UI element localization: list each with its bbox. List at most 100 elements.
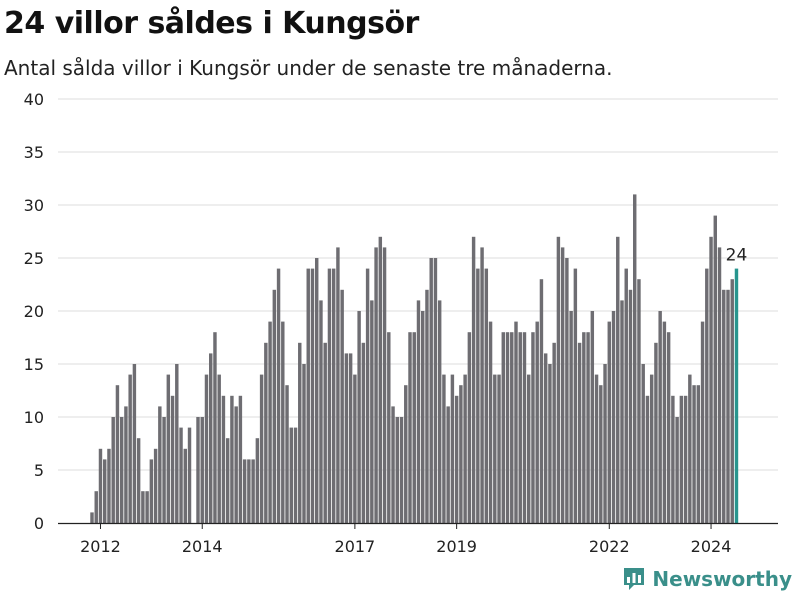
y-tick-label: 25 xyxy=(24,249,44,268)
bar xyxy=(671,395,675,523)
bar xyxy=(658,311,662,523)
bar xyxy=(425,289,429,523)
bar xyxy=(302,364,306,523)
bar xyxy=(645,395,650,523)
bar xyxy=(599,385,603,523)
bar xyxy=(505,332,510,523)
chart-title: 24 villor såldes i Kungsör xyxy=(4,6,419,41)
bar xyxy=(158,406,162,523)
bar xyxy=(543,353,548,523)
bar xyxy=(111,417,115,523)
bar xyxy=(705,268,709,523)
bar xyxy=(713,215,717,523)
bar xyxy=(467,332,472,523)
y-tick-label: 0 xyxy=(34,514,44,533)
bar xyxy=(611,311,616,523)
bar xyxy=(175,364,179,523)
bar xyxy=(264,342,268,523)
bar xyxy=(217,374,221,523)
bar xyxy=(238,395,243,523)
bar xyxy=(429,258,433,523)
bar xyxy=(569,311,573,523)
bar xyxy=(628,289,633,523)
bar xyxy=(149,459,154,523)
bar xyxy=(437,300,442,523)
x-tick-label: 2017 xyxy=(335,537,376,556)
bar xyxy=(493,374,497,523)
bar xyxy=(153,448,158,523)
bar xyxy=(454,395,459,523)
bar xyxy=(531,332,535,523)
bar xyxy=(370,300,374,523)
bar xyxy=(641,364,645,523)
bar xyxy=(306,268,310,523)
bar xyxy=(497,374,501,523)
bar xyxy=(251,459,255,523)
bar xyxy=(145,491,149,523)
bar xyxy=(548,364,552,523)
bar xyxy=(331,268,336,523)
bar xyxy=(463,374,467,523)
x-tick-label: 2012 xyxy=(80,537,121,556)
bar xyxy=(471,236,476,524)
bar xyxy=(484,268,489,523)
bar xyxy=(620,300,624,523)
bar xyxy=(293,427,298,523)
bar xyxy=(353,374,357,523)
bar xyxy=(98,448,103,523)
newsworthy-logo-icon xyxy=(624,568,645,590)
bar xyxy=(607,321,611,523)
bar xyxy=(654,342,658,523)
bar xyxy=(221,395,226,523)
bar xyxy=(442,374,446,523)
newsworthy-logo-text: Newsworthy xyxy=(652,567,792,591)
bar xyxy=(675,417,679,523)
bar xyxy=(242,459,247,523)
bar xyxy=(225,438,230,523)
bar xyxy=(730,279,734,523)
bar xyxy=(433,258,438,523)
bar xyxy=(276,268,281,523)
bar xyxy=(124,406,128,523)
bar xyxy=(696,385,701,523)
bar xyxy=(480,247,484,523)
bar xyxy=(586,332,590,523)
bar xyxy=(170,395,175,523)
bar xyxy=(94,491,98,523)
bar xyxy=(501,332,505,523)
bar xyxy=(310,268,315,523)
y-tick-label: 30 xyxy=(24,196,44,215)
bar xyxy=(196,417,200,523)
bar xyxy=(281,321,285,523)
bar xyxy=(594,374,599,523)
bar xyxy=(633,194,637,523)
bar xyxy=(666,332,671,523)
bar xyxy=(603,364,607,523)
bar xyxy=(421,311,425,523)
bar xyxy=(200,417,204,523)
bar xyxy=(378,236,383,524)
bar xyxy=(416,300,421,523)
bar xyxy=(107,448,111,523)
bar xyxy=(103,459,107,523)
bar xyxy=(289,427,293,523)
bar xyxy=(213,332,217,523)
bar xyxy=(136,438,141,523)
bar xyxy=(204,374,209,523)
bar xyxy=(709,236,713,524)
bar xyxy=(688,374,692,523)
bar xyxy=(234,406,238,523)
bar xyxy=(348,353,353,523)
bar xyxy=(624,268,628,523)
bar xyxy=(590,311,595,523)
bar xyxy=(476,268,480,523)
bar xyxy=(374,247,378,523)
bar xyxy=(683,395,688,523)
bar xyxy=(560,247,565,523)
bar xyxy=(446,406,450,523)
bar xyxy=(128,374,132,523)
bar xyxy=(344,353,349,523)
bar xyxy=(115,385,120,523)
bar xyxy=(522,332,527,523)
bar xyxy=(395,417,399,523)
